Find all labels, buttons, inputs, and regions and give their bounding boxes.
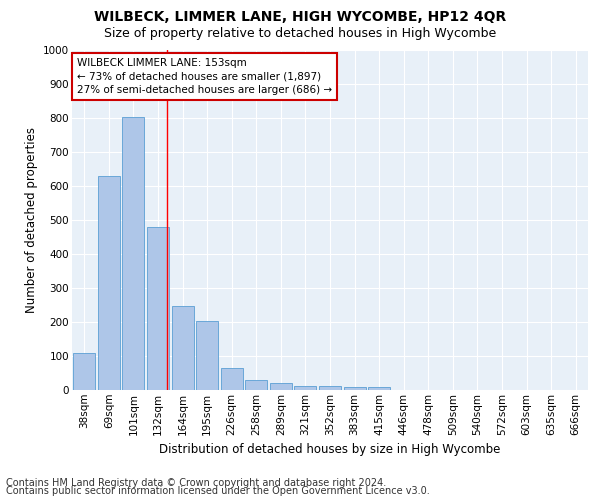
Bar <box>270 383 292 390</box>
Bar <box>98 176 120 390</box>
Text: Contains HM Land Registry data © Crown copyright and database right 2024.: Contains HM Land Registry data © Crown c… <box>6 478 386 488</box>
Text: Contains public sector information licensed under the Open Government Licence v3: Contains public sector information licen… <box>6 486 430 496</box>
Bar <box>147 227 169 390</box>
Bar <box>196 321 218 390</box>
Bar <box>122 117 145 390</box>
Bar <box>295 386 316 390</box>
Text: Size of property relative to detached houses in High Wycombe: Size of property relative to detached ho… <box>104 28 496 40</box>
Text: WILBECK LIMMER LANE: 153sqm
← 73% of detached houses are smaller (1,897)
27% of : WILBECK LIMMER LANE: 153sqm ← 73% of det… <box>77 58 332 95</box>
Text: WILBECK, LIMMER LANE, HIGH WYCOMBE, HP12 4QR: WILBECK, LIMMER LANE, HIGH WYCOMBE, HP12… <box>94 10 506 24</box>
Bar <box>319 386 341 390</box>
Bar <box>73 352 95 390</box>
X-axis label: Distribution of detached houses by size in High Wycombe: Distribution of detached houses by size … <box>160 443 500 456</box>
Bar <box>344 386 365 390</box>
Bar <box>245 380 268 390</box>
Bar <box>221 368 243 390</box>
Bar <box>368 386 390 390</box>
Bar <box>172 306 194 390</box>
Y-axis label: Number of detached properties: Number of detached properties <box>25 127 38 313</box>
